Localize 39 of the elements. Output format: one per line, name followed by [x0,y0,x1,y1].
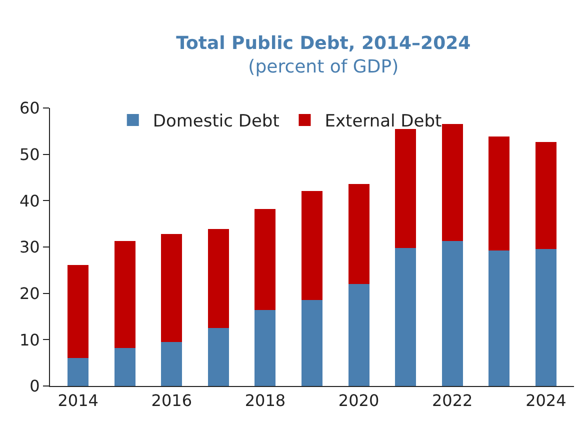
bar [535,248,556,386]
legend-label: Domestic Debt [152,112,280,132]
bar [68,265,89,358]
bar [442,240,463,386]
bar [348,284,370,386]
chart-subtitle: (percent of GDP) [248,56,399,78]
bar [114,240,136,348]
y-tick-label: 30 [19,238,40,257]
y-tick-label: 50 [19,144,40,164]
bar [301,190,323,300]
bar [208,328,229,386]
x-tick-label: 2014 [58,391,98,410]
bar [488,136,510,251]
y-tick-label: 0 [30,376,40,396]
bar [254,209,276,310]
bar [301,300,323,386]
y-tick-label: 60 [19,98,40,118]
bar [395,248,416,386]
x-tick-label: 2020 [338,391,380,410]
legend-label: External Debt [324,112,442,132]
bar [488,250,510,386]
x-tick-label: 2018 [244,391,286,410]
bar [161,342,182,386]
chart-title: Total Public Debt, 2014–2024 [176,33,471,54]
y-tick-label: 10 [19,330,40,350]
x-tick-label: 2022 [432,391,473,410]
y-tick-label: 20 [19,284,40,303]
bar [68,358,89,386]
bar [348,184,370,284]
bar [208,228,229,328]
bar [161,234,182,342]
bar [535,142,556,249]
bar [395,128,416,248]
bar [114,348,136,386]
y-tick-label: 40 [19,191,40,210]
bar [442,124,463,241]
bar [254,310,276,386]
x-tick-label: 2016 [151,391,192,410]
x-tick-label: 2024 [526,391,566,410]
